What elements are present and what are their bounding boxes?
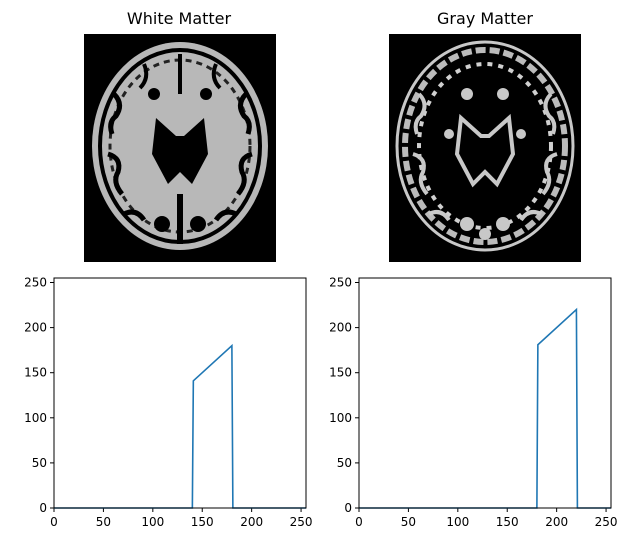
y-tick-label-0-1: 50 — [32, 456, 47, 470]
y-tick-label-1-2: 100 — [329, 411, 352, 425]
x-tick-label-0-2: 100 — [141, 515, 164, 529]
y-tick-label-0-3: 150 — [24, 366, 47, 380]
x-tick-label-1-2: 100 — [446, 515, 469, 529]
y-tick-label-1-1: 50 — [337, 456, 352, 470]
y-tick-label-1-5: 250 — [329, 276, 352, 290]
y-tick-label-0-5: 250 — [24, 276, 47, 290]
y-tick-label-1-4: 200 — [329, 321, 352, 335]
y-tick-label-1-3: 150 — [329, 366, 352, 380]
x-tick-label-0-5: 250 — [290, 515, 313, 529]
x-tick-label-1-4: 200 — [545, 515, 568, 529]
series-line-1 — [359, 307, 611, 509]
gray-matter-brain-graphic — [395, 40, 575, 252]
axes-frame-0 — [53, 277, 307, 509]
white-matter-image — [84, 34, 276, 262]
y-tick-label-0-4: 200 — [24, 321, 47, 335]
gray-matter-title: Gray Matter — [437, 9, 533, 28]
axes-frame-1 — [358, 277, 612, 509]
x-tick-label-0-1: 50 — [96, 515, 111, 529]
white-matter-title: White Matter — [126, 9, 232, 28]
x-tick-label-0-0: 0 — [50, 515, 58, 529]
gray-matter-image — [389, 34, 581, 262]
y-tick-label-0-2: 100 — [24, 411, 47, 425]
x-tick-label-1-0: 0 — [355, 515, 363, 529]
series-line-0 — [54, 343, 306, 509]
x-tick-label-1-3: 150 — [496, 515, 519, 529]
x-tick-label-0-4: 200 — [240, 515, 263, 529]
x-tick-label-1-1: 50 — [401, 515, 416, 529]
x-tick-label-0-3: 150 — [191, 515, 214, 529]
y-tick-label-0-0: 0 — [39, 501, 47, 515]
white-matter-brain-graphic — [92, 42, 268, 250]
x-tick-label-1-5: 250 — [595, 515, 618, 529]
y-tick-label-1-0: 0 — [344, 501, 352, 515]
